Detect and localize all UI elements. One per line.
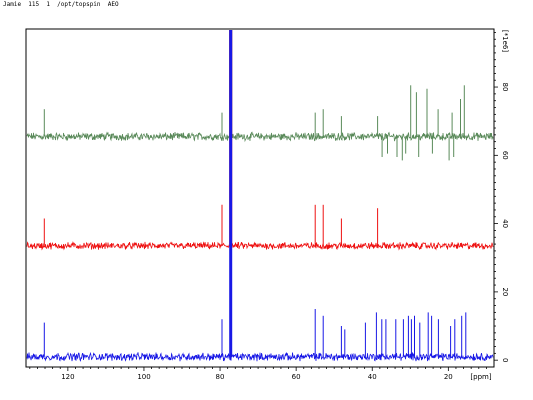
spectrum-header: Jamie 115 1 /opt/topspin AEO (3, 1, 119, 8)
spectrum-series-3 (26, 30, 494, 362)
x-tick-label: 120 (61, 373, 74, 381)
spectrum-traces (26, 30, 494, 362)
baseline-trace (26, 131, 494, 143)
baseline-trace (26, 351, 494, 362)
y-tick-label: 80 (501, 83, 509, 92)
x-axis-label: [ppm] (470, 373, 491, 381)
y-axis: 0 20 40 60 80 (494, 32, 509, 362)
y-axis-label: [*1e6] (501, 30, 509, 52)
x-axis: 120 100 80 60 40 20 (29, 367, 487, 381)
y-tick-label: 60 (501, 151, 509, 160)
x-tick-label: 60 (292, 373, 301, 381)
x-tick-label: 100 (137, 373, 150, 381)
spectrum-series-2 (26, 30, 494, 251)
spectrum-series-1 (26, 30, 494, 161)
x-tick-label: 80 (216, 373, 225, 381)
y-tick-label: 40 (501, 219, 509, 228)
y-tick-label: 20 (501, 287, 509, 296)
plot-frame (25, 28, 495, 368)
baseline-trace (26, 241, 494, 251)
x-tick-label: 20 (444, 373, 453, 381)
x-tick-label: 40 (368, 373, 377, 381)
y-tick-label: 0 (501, 358, 509, 362)
